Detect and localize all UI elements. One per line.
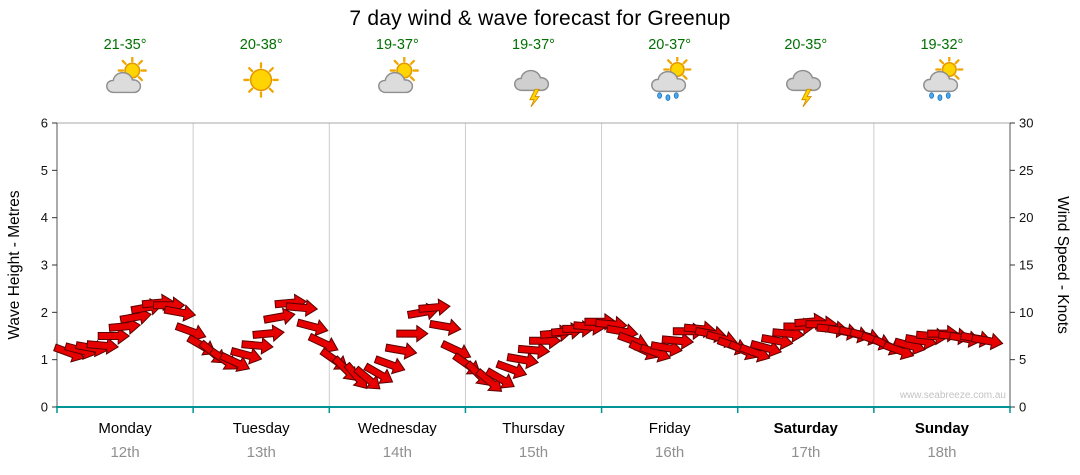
sun-icon <box>235 57 287 112</box>
left-tick-label: 4 <box>41 210 48 225</box>
left-tick-label: 3 <box>41 258 48 273</box>
right-tick-label: 25 <box>1019 163 1033 178</box>
wind-arrow <box>363 362 394 384</box>
wind-arrow <box>517 341 551 360</box>
day-date: 14th <box>382 444 412 461</box>
right-tick-label: 0 <box>1019 400 1026 415</box>
day-name: Tuesday <box>232 420 290 437</box>
wind-arrow <box>263 307 296 326</box>
wind-arrow <box>650 339 683 358</box>
left-tick-label: 5 <box>41 163 48 178</box>
day-name: Saturday <box>773 420 838 437</box>
wind-arrow <box>307 332 339 354</box>
day-name: Thursday <box>502 420 565 437</box>
temp-range: 20-37° <box>648 37 692 53</box>
wind-arrow <box>661 332 695 351</box>
sun-cloud-icon <box>371 55 423 112</box>
wind-arrow <box>86 336 119 355</box>
day-date: 18th <box>927 444 957 461</box>
wind-arrow <box>229 347 263 365</box>
day-name: Friday <box>648 420 691 437</box>
temp-range: 20-38° <box>239 37 283 53</box>
wind-arrow <box>418 298 451 317</box>
wind-arrow <box>749 339 783 358</box>
temp-range: 20-35° <box>784 37 828 53</box>
left-tick-label: 0 <box>41 400 48 415</box>
day-name: Wednesday <box>357 420 437 437</box>
left-tick-label: 1 <box>41 352 48 367</box>
wind-arrow <box>219 351 251 373</box>
wind-arrow <box>474 367 503 392</box>
day-date: 16th <box>655 444 685 461</box>
temp-range: 19-37° <box>512 37 555 53</box>
wind-arrow <box>241 336 274 355</box>
day-name: Monday <box>98 420 152 437</box>
page-title: 7 day wind & wave forecast for Greenup <box>349 7 731 30</box>
right-tick-label: 5 <box>1019 352 1026 367</box>
wind-arrow <box>760 332 794 351</box>
sun-cloud-icon <box>99 55 151 112</box>
right-tick-label: 10 <box>1019 305 1033 320</box>
right-tick-label: 20 <box>1019 210 1033 225</box>
wind-arrow <box>163 304 197 322</box>
wind-arrow <box>970 332 1004 351</box>
temp-range: 19-37° <box>375 37 419 53</box>
wind-arrow <box>429 318 462 337</box>
wind-arrow <box>296 318 329 337</box>
storm-icon <box>780 57 832 112</box>
storm-icon <box>508 57 560 112</box>
temp-range: 19-32° <box>920 37 964 53</box>
left-tick-label: 2 <box>41 305 48 320</box>
wind-arrow <box>97 327 131 345</box>
day-date: 12th <box>110 444 140 461</box>
wind-arrow <box>495 360 528 380</box>
temp-range: 21-35° <box>103 37 147 53</box>
wind-arrow <box>384 342 418 360</box>
wind-arrow <box>174 322 207 342</box>
wind-arrow <box>373 355 406 375</box>
right-tick-label: 30 <box>1019 116 1033 131</box>
day-date: 13th <box>246 444 276 461</box>
wind-arrow <box>396 324 429 343</box>
left-tick-label: 6 <box>41 116 48 131</box>
wind-arrow <box>252 324 285 343</box>
right-tick-label: 15 <box>1019 258 1033 273</box>
wind-arrow <box>353 365 381 390</box>
sun-cloud-rain-icon <box>916 55 968 112</box>
watermark: www.seabreeze.com.au <box>899 390 1006 401</box>
day-date: 17th <box>791 444 821 461</box>
wind-arrow <box>506 351 539 370</box>
day-name: Sunday <box>914 420 970 437</box>
wind-arrow <box>285 299 319 317</box>
sun-cloud-rain-icon <box>644 55 696 112</box>
wind-arrow <box>484 367 515 389</box>
day-date: 15th <box>518 444 549 461</box>
